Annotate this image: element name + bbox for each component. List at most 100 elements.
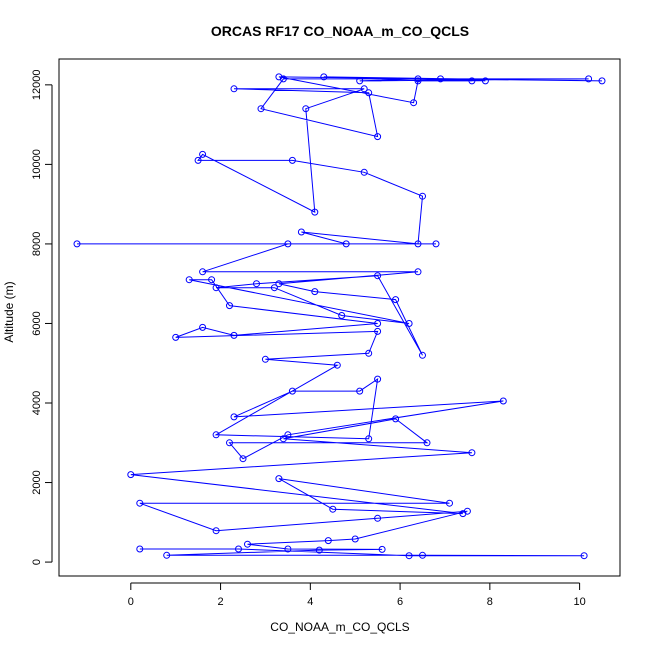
data-point — [356, 387, 364, 395]
chart-title: ORCAS RF17 CO_NOAA_m_CO_QCLS — [211, 23, 469, 39]
data-point — [414, 240, 422, 248]
data-point — [365, 435, 373, 443]
data-point — [378, 545, 386, 553]
data-point — [288, 387, 296, 395]
y-tick-label: 12000 — [31, 70, 43, 101]
data-point — [163, 551, 171, 559]
data-point — [405, 320, 413, 327]
data-point — [351, 535, 359, 543]
data-point — [342, 240, 350, 248]
data-point — [419, 551, 426, 559]
data-point — [199, 150, 207, 158]
data-point — [136, 499, 144, 507]
series-layer — [73, 73, 606, 560]
data-point — [253, 280, 260, 288]
data-point — [226, 439, 233, 447]
data-point — [212, 431, 220, 439]
data-point — [284, 545, 292, 553]
data-point — [360, 85, 368, 93]
data-point — [244, 540, 251, 548]
y-axis: 0 2000 4000 6000 8000 10000 12000 — [31, 70, 53, 565]
data-point — [73, 240, 81, 248]
data-point — [598, 77, 606, 85]
data-point — [374, 327, 382, 335]
data-point — [199, 323, 207, 331]
data-point — [172, 333, 180, 341]
data-point — [419, 351, 426, 359]
data-point — [230, 413, 238, 421]
data-point — [302, 105, 310, 113]
data-point — [374, 514, 382, 522]
data-point — [446, 499, 453, 507]
data-point — [288, 156, 296, 164]
y-tick-label: 10000 — [31, 149, 43, 180]
y-tick-label: 4000 — [31, 391, 43, 415]
plot-frame — [58, 58, 621, 577]
data-point — [365, 89, 373, 97]
data-point — [230, 331, 238, 339]
data-point — [356, 77, 364, 85]
data-point — [374, 272, 382, 280]
data-point — [374, 320, 382, 327]
x-tick-label: 10 — [573, 596, 585, 608]
data-point — [338, 312, 346, 319]
data-point — [279, 75, 287, 83]
data-point — [414, 77, 422, 85]
data-point — [419, 192, 426, 200]
data-point — [392, 296, 400, 304]
data-point — [499, 397, 507, 405]
data-point — [374, 375, 382, 383]
data-point — [585, 75, 593, 83]
y-axis-label: Altitude (m) — [2, 281, 16, 342]
data-point — [405, 552, 413, 560]
data-point — [284, 240, 292, 248]
y-tick-label: 0 — [31, 559, 43, 565]
data-point — [414, 268, 422, 276]
data-point — [235, 545, 242, 553]
data-point — [239, 455, 247, 463]
data-point — [468, 449, 476, 457]
data-point — [333, 361, 341, 369]
data-point — [468, 77, 476, 85]
data-point — [315, 546, 323, 554]
data-point — [275, 73, 283, 81]
data-point — [311, 208, 319, 216]
data-point — [311, 288, 319, 296]
data-point — [208, 276, 216, 284]
x-tick-label: 0 — [128, 596, 134, 608]
data-point — [459, 510, 467, 518]
x-tick-label: 6 — [397, 596, 403, 608]
data-point — [423, 439, 431, 447]
data-point — [365, 349, 373, 357]
data-point — [261, 355, 269, 363]
data-point — [432, 240, 440, 248]
x-axis: 0 2 4 6 8 10 — [128, 582, 586, 608]
data-point — [360, 168, 368, 176]
data-point — [392, 415, 400, 423]
data-point — [279, 435, 287, 443]
data-point — [212, 527, 220, 535]
data-point — [437, 75, 444, 83]
data-point — [212, 284, 220, 292]
x-tick-label: 4 — [307, 596, 313, 608]
data-point — [374, 133, 382, 141]
data-point — [127, 471, 135, 479]
data-point — [136, 545, 144, 553]
data-point — [275, 280, 283, 288]
data-point — [329, 505, 337, 513]
data-point — [257, 105, 265, 113]
data-point — [481, 77, 489, 85]
data-point — [414, 75, 422, 83]
data-point — [284, 431, 292, 439]
data-point — [185, 276, 193, 284]
series-line — [77, 76, 603, 557]
data-point — [297, 228, 305, 236]
data-point — [275, 475, 283, 483]
data-point — [230, 85, 238, 93]
y-tick-label: 2000 — [31, 470, 43, 494]
x-tick-label: 8 — [487, 596, 493, 608]
data-point — [324, 537, 332, 545]
data-point — [194, 156, 202, 164]
